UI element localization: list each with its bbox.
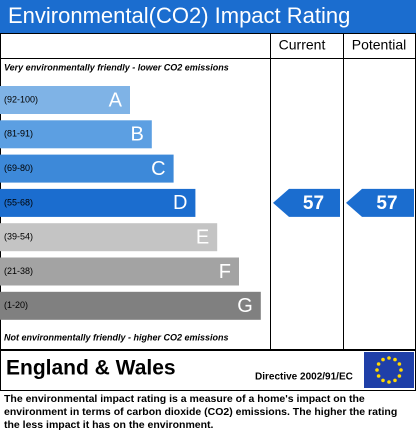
band <box>0 257 239 286</box>
star <box>397 374 402 378</box>
star <box>376 362 381 366</box>
rating-graphic: Environmental(CO2) Impact Rating Current… <box>0 0 416 391</box>
band <box>0 223 218 252</box>
star <box>399 368 403 372</box>
footer-text: The environmental impact rating is a mea… <box>4 393 398 431</box>
band-range: (81-91) <box>4 129 33 139</box>
star <box>375 368 379 372</box>
band-letter: G <box>237 295 253 317</box>
band-letter: F <box>219 261 231 283</box>
star <box>397 362 402 366</box>
band-letter: B <box>130 124 143 146</box>
directive: Directive 2002/91/EC <box>255 372 353 383</box>
rating-arrow <box>346 188 414 217</box>
star <box>381 378 385 383</box>
region-box <box>0 350 416 391</box>
rating-value: 57 <box>303 193 324 214</box>
band-range: (92-100) <box>4 94 38 104</box>
title: Environmental(CO2) Impact Rating <box>8 3 350 28</box>
band-letter: C <box>151 158 165 180</box>
top-note: Very environmentally friendly - lower CO… <box>4 62 229 72</box>
band-letter: A <box>109 89 123 111</box>
eu-flag <box>364 352 414 388</box>
band <box>0 86 130 114</box>
region: England & Wales <box>6 357 176 380</box>
rating-arrow <box>273 188 340 217</box>
star <box>393 357 397 362</box>
band <box>0 291 261 320</box>
band-range: (55-68) <box>4 197 33 207</box>
col-header: Potential <box>352 37 406 53</box>
star <box>381 357 385 362</box>
band-range: (39-54) <box>4 232 33 242</box>
band <box>0 188 196 217</box>
rating-value: 57 <box>376 193 397 214</box>
band-letter: E <box>196 226 209 248</box>
star <box>387 380 391 384</box>
title-bar <box>0 0 416 33</box>
band-letter: D <box>173 192 187 214</box>
bottom-note: Not environmentally friendly - higher CO… <box>4 332 229 342</box>
star <box>387 356 391 360</box>
band <box>0 154 174 183</box>
band-range: (21-38) <box>4 266 33 276</box>
star <box>393 378 397 383</box>
star <box>376 374 381 378</box>
band-range: (69-80) <box>4 163 33 173</box>
col-header: Current <box>279 37 326 53</box>
band <box>0 120 152 149</box>
band-range: (1-20) <box>4 300 28 310</box>
